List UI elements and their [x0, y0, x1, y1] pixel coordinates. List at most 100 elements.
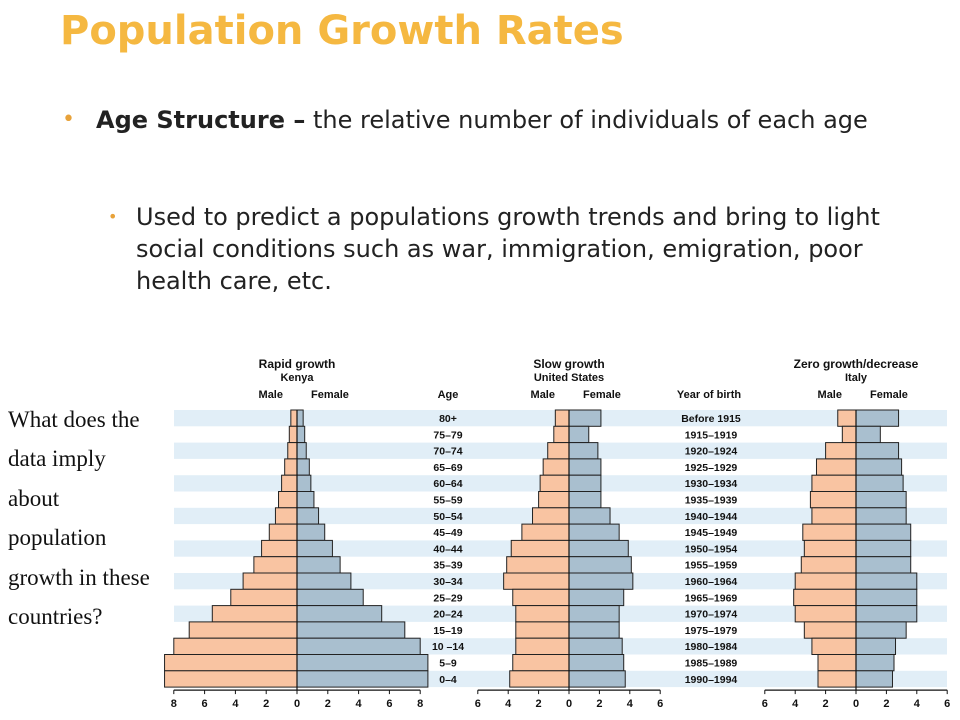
female-bar: [855, 425, 881, 444]
age-group-label: 0–4: [439, 674, 457, 686]
male-bar: [532, 507, 570, 525]
male-bar: [794, 605, 857, 623]
x-tick-label: 0: [566, 698, 572, 710]
female-bar: [296, 474, 312, 492]
female-bar: [568, 605, 620, 623]
female-bar: [296, 523, 326, 541]
age-group-label: 25–29: [433, 592, 462, 604]
female-bar: [296, 556, 341, 574]
x-tick-label: 6: [657, 698, 663, 710]
male-bar: [230, 588, 298, 607]
male-bar: [281, 474, 298, 492]
age-group-label: 35–39: [433, 560, 462, 572]
male-bar: [242, 572, 298, 590]
male-bar: [811, 507, 857, 525]
male-bar: [512, 654, 570, 672]
male-bar: [811, 637, 857, 656]
female-bar: [568, 474, 602, 492]
birth-year-label: 1935–1939: [685, 495, 738, 507]
male-bar: [261, 539, 298, 558]
female-bar: [855, 572, 918, 590]
male-bar: [268, 523, 298, 541]
female-bar: [855, 637, 897, 656]
birth-year-label: 1920–1924: [685, 446, 738, 458]
male-bar: [164, 654, 298, 672]
female-bar: [296, 425, 306, 444]
female-bar: [855, 409, 900, 427]
birth-year-label: 1925–1929: [685, 462, 738, 474]
male-bar: [793, 588, 857, 607]
male-bar: [188, 621, 298, 639]
male-bar: [287, 442, 298, 460]
birth-year-label: 1980–1984: [685, 641, 738, 653]
slide-title: Population Growth Rates: [60, 8, 624, 54]
pyramid-subtitle: United States: [534, 372, 604, 384]
male-bar: [817, 670, 857, 688]
male-bar: [503, 572, 570, 590]
female-bar: [568, 621, 620, 639]
female-bar: [296, 491, 315, 509]
male-bar: [278, 491, 298, 509]
male-bar: [815, 458, 857, 476]
male-bar: [164, 670, 298, 688]
bullet-term: Age Structure –: [96, 106, 306, 134]
x-tick-label: 2: [883, 698, 889, 710]
female-bar: [296, 507, 320, 525]
bullet-definition: the relative number of individuals of ea…: [305, 106, 868, 134]
female-bar: [568, 523, 620, 541]
female-bar: [568, 539, 629, 558]
x-tick-label: 8: [417, 698, 423, 710]
female-bar: [568, 654, 625, 672]
female-bar: [855, 654, 895, 672]
birth-year-label: 1965–1969: [685, 592, 738, 604]
x-tick-label: 8: [171, 698, 177, 710]
female-bar: [855, 605, 918, 623]
female-bar: [568, 507, 611, 525]
female-bar: [296, 539, 333, 558]
male-bar: [510, 539, 570, 558]
female-bar: [568, 588, 625, 607]
male-header: Male: [818, 389, 842, 401]
male-bar: [173, 637, 298, 656]
male-bar: [794, 572, 857, 590]
x-tick-label: 2: [536, 698, 542, 710]
male-bar: [539, 474, 570, 492]
male-bar: [290, 409, 298, 427]
female-bar: [568, 491, 602, 509]
age-group-label: 65–69: [433, 462, 462, 474]
male-bar: [817, 654, 857, 672]
female-bar: [296, 442, 307, 460]
age-group-label: 15–19: [433, 625, 462, 637]
female-header: Female: [583, 389, 621, 401]
x-tick-label: 6: [475, 698, 481, 710]
female-bar: [296, 670, 429, 688]
x-tick-label: 2: [263, 698, 269, 710]
x-tick-label: 4: [356, 698, 363, 710]
bullet-age-structure: • Age Structure – the relative number of…: [62, 104, 916, 136]
female-bar: [855, 458, 903, 476]
age-group-label: 45–49: [433, 527, 462, 539]
female-bar: [855, 539, 912, 558]
female-bar: [855, 523, 912, 541]
male-bar: [800, 556, 857, 574]
male-bar: [803, 539, 857, 558]
male-bar: [803, 621, 857, 639]
male-bar: [515, 605, 570, 623]
male-bar: [515, 621, 570, 639]
female-bar: [855, 588, 918, 607]
x-tick-label: 4: [505, 698, 512, 710]
male-bar: [542, 458, 570, 476]
female-bar: [296, 654, 429, 672]
female-bar: [568, 670, 626, 688]
male-bar: [553, 425, 570, 444]
male-bar: [509, 670, 570, 688]
female-bar: [568, 458, 602, 476]
male-bar: [288, 425, 298, 444]
female-bar: [296, 621, 406, 639]
female-bar: [568, 442, 599, 460]
birth-year-label: 1915–1919: [685, 429, 738, 441]
female-bar: [855, 507, 907, 525]
x-tick-label: 0: [294, 698, 300, 710]
x-tick-label: 2: [325, 698, 331, 710]
birth-year-label: 1970–1974: [685, 609, 738, 621]
